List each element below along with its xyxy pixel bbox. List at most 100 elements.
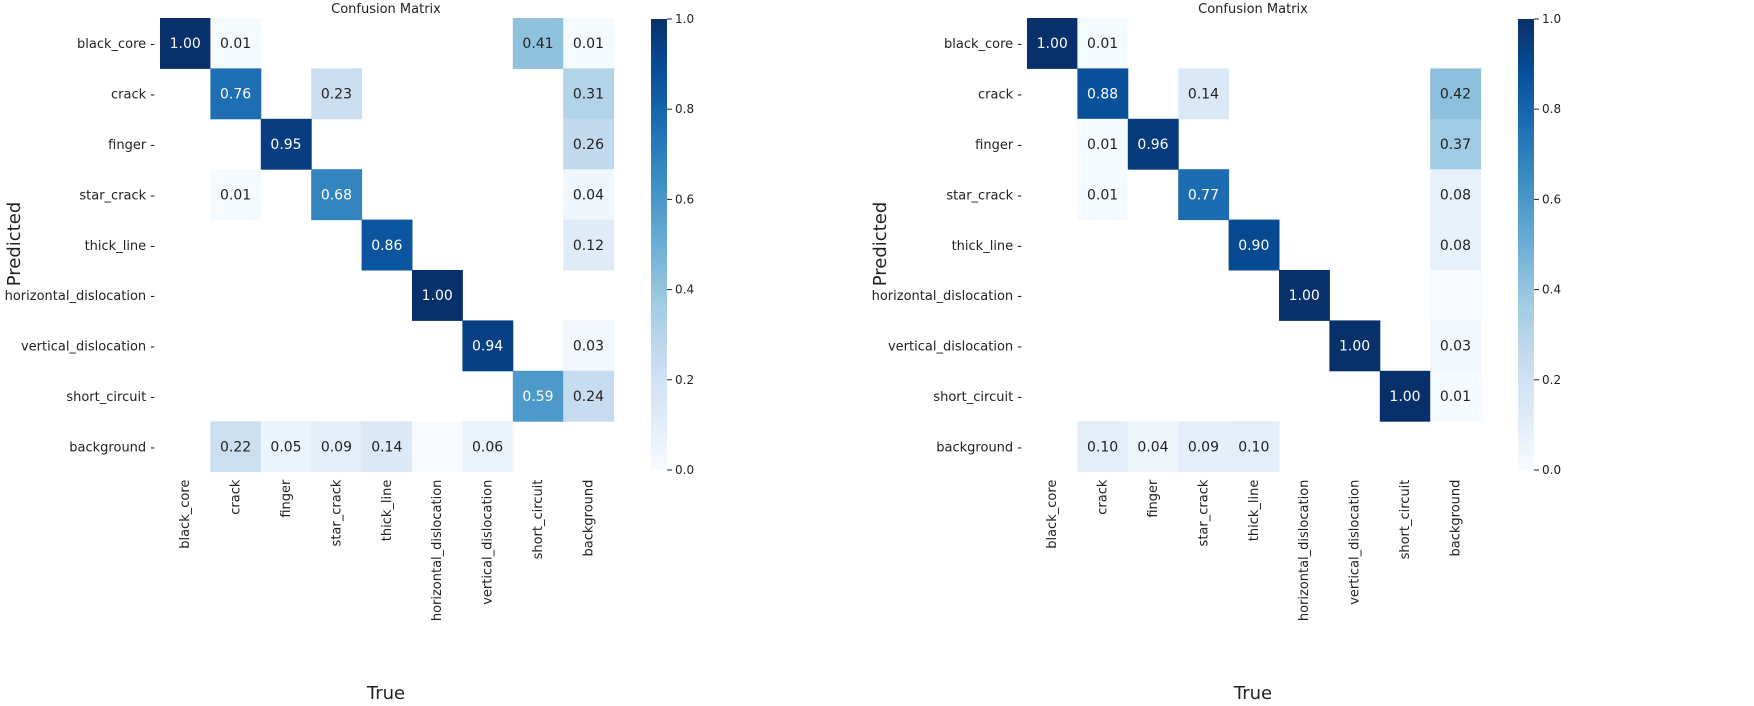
heatmap-cell bbox=[1077, 421, 1129, 473]
column-tick-label: finger bbox=[1146, 479, 1161, 518]
cell-value-label: 0.03 bbox=[573, 339, 604, 355]
row-tick-label: background - bbox=[69, 440, 155, 455]
row-tick-label: background - bbox=[936, 440, 1022, 455]
heatmap-cell bbox=[512, 370, 564, 422]
colorbar-right: 0.0 0.2 0.4 0.6 0.8 1.0 bbox=[1518, 12, 1561, 477]
heatmap-cell bbox=[563, 169, 615, 221]
row-tick-label: short_circuit - bbox=[66, 390, 155, 405]
column-tick-label: black_core bbox=[178, 480, 193, 549]
cell-value-label: 0.04 bbox=[573, 187, 604, 203]
heatmap-cell bbox=[1430, 270, 1482, 321]
heatmap-cell bbox=[1077, 169, 1129, 221]
cell-value-label: 0.37 bbox=[1440, 137, 1471, 153]
cell-value-label: 0.96 bbox=[1137, 137, 1168, 153]
heatmap-cell bbox=[1077, 68, 1129, 120]
colorbar-tick-label: 1.0 bbox=[675, 12, 694, 26]
heatmap-cell bbox=[1178, 169, 1230, 221]
colorbar-tick-label: 0.2 bbox=[1542, 373, 1561, 387]
colorbar-tick-label: 0.4 bbox=[1542, 283, 1561, 297]
row-tick-label: thick_line - bbox=[85, 239, 156, 254]
y-axis-label-left: Predicted bbox=[4, 202, 25, 287]
heatmap-cell bbox=[1228, 421, 1280, 473]
colorbar-tick-label: 0.0 bbox=[1542, 463, 1561, 477]
column-tick-label: background bbox=[581, 480, 596, 557]
colorbar-gradient-right bbox=[1518, 19, 1534, 470]
heatmap-cell bbox=[1178, 68, 1230, 120]
column-labels-right: black_core crack finger star_crack thick_lin… bbox=[1045, 479, 1463, 621]
heatmap-cell bbox=[563, 18, 615, 69]
heatmap-cell bbox=[1430, 370, 1482, 422]
cell-value-label: 0.68 bbox=[321, 187, 352, 203]
cell-value-label: 0.76 bbox=[220, 87, 251, 103]
heatmap-cell bbox=[210, 18, 262, 69]
heatmap-cell bbox=[361, 421, 413, 473]
row-tick-label: black_core - bbox=[944, 37, 1022, 52]
heatmap-cell bbox=[1430, 68, 1482, 120]
heatmap-cell bbox=[260, 421, 312, 473]
cell-value-label: 1.00 bbox=[170, 36, 201, 52]
column-tick-label: short_circuit bbox=[531, 480, 546, 560]
chart-title-left: Confusion Matrix bbox=[331, 2, 441, 17]
cell-value-label: 0.01 bbox=[1087, 137, 1118, 153]
colorbar-left: 0.0 0.2 0.4 0.6 0.8 1.0 bbox=[651, 12, 694, 477]
heatmap-cell bbox=[160, 18, 211, 69]
row-tick-label: black_core - bbox=[77, 37, 155, 52]
column-tick-label: short_circuit bbox=[1398, 480, 1413, 560]
column-tick-label: thick_line bbox=[1247, 480, 1262, 542]
heatmap-cells-left: 1.00 0.01 0.41 0.01 0.76 0.23 0.31 0.95 0.26 0.01… bbox=[160, 18, 615, 473]
cell-value-label: 1.00 bbox=[1289, 288, 1320, 304]
cell-value-label: 0.14 bbox=[1188, 87, 1219, 103]
row-tick-label: thick_line - bbox=[952, 239, 1023, 254]
heatmap-cell bbox=[1379, 370, 1431, 422]
heatmap-cell bbox=[1077, 18, 1129, 69]
row-labels-right: black_core - crack - finger - star_crack - t… bbox=[872, 37, 1023, 455]
heatmap-cell bbox=[563, 219, 615, 271]
heatmap-cell bbox=[563, 370, 615, 422]
heatmap-cell bbox=[563, 68, 615, 120]
cell-value-label: 0.90 bbox=[1238, 238, 1269, 254]
colorbar-tick-label: 0.4 bbox=[675, 283, 694, 297]
column-tick-label: horizontal_dislocation bbox=[430, 480, 445, 622]
cell-value-label: 0.22 bbox=[220, 439, 251, 455]
confusion-matrix-left: Confusion Matrix Predicted True 1.00 0.01… bbox=[4, 2, 694, 704]
column-tick-label: star_crack bbox=[1196, 479, 1211, 546]
heatmap-cell bbox=[210, 421, 262, 473]
row-tick-label: vertical_dislocation - bbox=[21, 340, 155, 355]
heatmap-cell bbox=[210, 68, 262, 120]
heatmap-cell bbox=[412, 270, 463, 321]
column-tick-label: thick_line bbox=[380, 480, 395, 542]
colorbar-tick-label: 1.0 bbox=[1542, 12, 1561, 26]
cell-value-label: 0.01 bbox=[1087, 36, 1118, 52]
colorbar-tick-label: 0.8 bbox=[675, 102, 694, 116]
x-axis-label-left: True bbox=[366, 683, 405, 704]
cell-value-label: 0.95 bbox=[270, 137, 301, 153]
column-tick-label: crack bbox=[1096, 479, 1111, 515]
row-tick-label: horizontal_dislocation - bbox=[5, 289, 156, 304]
cell-value-label: 0.09 bbox=[1188, 439, 1219, 455]
row-tick-label: finger - bbox=[975, 138, 1022, 153]
heatmap-cell bbox=[1228, 219, 1280, 271]
cell-value-label: 0.01 bbox=[573, 36, 604, 52]
row-tick-label: horizontal_dislocation - bbox=[872, 289, 1023, 304]
heatmap-cell bbox=[361, 219, 413, 271]
heatmap-cell bbox=[462, 320, 514, 372]
cell-value-label: 0.41 bbox=[522, 36, 553, 52]
cell-value-label: 0.01 bbox=[220, 187, 251, 203]
heatmap-cell bbox=[311, 68, 363, 120]
heatmap-cell bbox=[1430, 118, 1482, 170]
cell-value-label: 0.14 bbox=[371, 439, 402, 455]
heatmap-cell bbox=[311, 169, 363, 221]
heatmap-cell bbox=[512, 18, 564, 69]
heatmap-cell bbox=[412, 421, 463, 473]
cell-value-label: 0.12 bbox=[573, 238, 604, 254]
cell-value-label: 0.04 bbox=[1137, 439, 1168, 455]
cell-value-label: 0.77 bbox=[1188, 187, 1219, 203]
column-tick-label: crack bbox=[229, 479, 244, 515]
column-tick-label: finger bbox=[279, 479, 294, 518]
cell-value-label: 0.09 bbox=[321, 439, 352, 455]
cell-value-label: 0.59 bbox=[522, 389, 553, 405]
column-tick-label: vertical_dislocation bbox=[1348, 480, 1363, 605]
cell-value-label: 0.03 bbox=[1440, 339, 1471, 355]
chart-title-right: Confusion Matrix bbox=[1198, 2, 1308, 17]
